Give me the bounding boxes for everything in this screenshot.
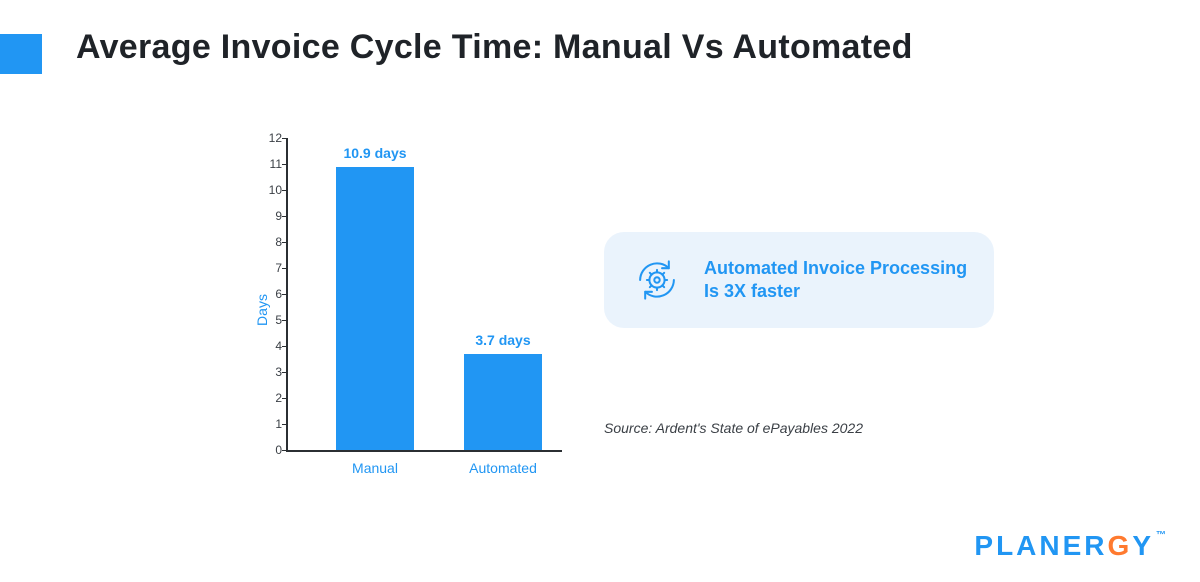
title-accent-bar xyxy=(0,34,42,74)
brand-part-1: PLANER xyxy=(974,530,1107,561)
bar-value-label: 10.9 days xyxy=(324,145,426,161)
y-tick-label: 7 xyxy=(260,261,282,275)
y-tick-label: 9 xyxy=(260,209,282,223)
brand-logo: PLANERGY™ xyxy=(974,530,1166,562)
brand-accent-letter: G xyxy=(1108,530,1133,561)
y-tick-label: 10 xyxy=(260,183,282,197)
y-tick-label: 1 xyxy=(260,417,282,431)
x-category-label: Automated xyxy=(452,460,554,476)
gear-cycle-icon xyxy=(630,253,684,307)
y-tick-label: 8 xyxy=(260,235,282,249)
brand-trademark: ™ xyxy=(1156,530,1166,541)
callout-card: Automated Invoice Processing Is 3X faste… xyxy=(604,232,994,328)
infographic-canvas: Average Invoice Cycle Time: Manual Vs Au… xyxy=(0,0,1200,582)
y-axis-line xyxy=(286,138,288,450)
y-tick-label: 11 xyxy=(260,157,282,171)
y-tick-label: 5 xyxy=(260,313,282,327)
y-tick-label: 4 xyxy=(260,339,282,353)
y-tick-label: 2 xyxy=(260,391,282,405)
bar xyxy=(336,167,414,450)
brand-part-2: Y xyxy=(1132,530,1154,561)
source-text: Source: Ardent's State of ePayables 2022 xyxy=(604,420,863,436)
page-title: Average Invoice Cycle Time: Manual Vs Au… xyxy=(76,28,913,67)
x-category-label: Manual xyxy=(324,460,426,476)
y-tick-label: 3 xyxy=(260,365,282,379)
y-tick-label: 12 xyxy=(260,131,282,145)
bar xyxy=(464,354,542,450)
callout-text: Automated Invoice Processing Is 3X faste… xyxy=(704,257,968,304)
x-axis-line xyxy=(286,450,562,452)
bar-chart: Days 0123456789101112 10.9 days3.7 days … xyxy=(252,120,582,500)
y-tick-label: 0 xyxy=(260,443,282,457)
bar-value-label: 3.7 days xyxy=(452,332,554,348)
y-tick-label: 6 xyxy=(260,287,282,301)
